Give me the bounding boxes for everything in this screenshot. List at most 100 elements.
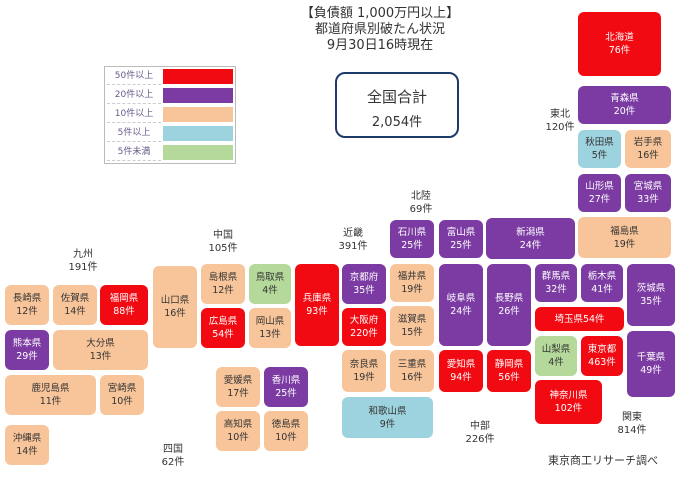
national-total: 全国合計 2,054件 [335,72,459,138]
legend-label: 20件以上 [107,88,161,104]
pref-tokushima: 徳島県 10件 [264,411,308,451]
legend-row-5: 5件以上 [105,124,235,142]
region-count: 62件 [161,457,185,468]
legend-label: 50件以上 [107,69,161,85]
pref-name: 岐阜県 [446,293,476,304]
region-name: 関東 [622,412,642,423]
pref-name: 京都府 [349,272,379,283]
pref-name: 北海道 [605,32,634,43]
legend: 50件以上 20件以上 10件以上 5件以上 5件未満 [104,66,236,164]
pref-gifu: 岐阜県 24件 [439,264,483,346]
pref-count: 16件 [401,372,423,383]
pref-name: 栃木県 [587,271,617,282]
title-line-2: 都道府県別破たん状況 [314,22,445,37]
pref-aichi: 愛知県 94件 [439,350,483,392]
pref-count: 12件 [212,285,234,296]
pref-shiga: 滋賀県 15件 [390,306,434,346]
pref-name: 埼玉県54件 [554,313,604,326]
legend-row-under-5: 5件未満 [105,143,235,161]
region-count: 69件 [409,204,433,215]
region-name: 中国 [213,230,233,241]
pref-count: 5件 [591,150,608,161]
pref-aomori: 青森県 20件 [578,86,671,124]
pref-name: 秋田県 [585,137,614,148]
pref-count: 13件 [89,351,112,362]
region-hokuriku: 北陸 69件 [386,190,456,216]
pref-yamagata: 山形県 27件 [578,174,621,212]
pref-nagasaki: 長崎県 12件 [5,285,49,325]
pref-kagawa: 香川県 25件 [264,367,308,407]
pref-hiroshima: 広島県 54件 [201,308,245,348]
pref-count: 56件 [498,372,520,383]
pref-name: 新潟県 [516,226,545,238]
pref-tokyo: 東京都 463件 [581,336,623,376]
pref-shimane: 島根県 12件 [201,264,245,304]
region-name: 近畿 [343,228,363,239]
pref-name: 愛知県 [446,359,476,370]
national-total-value: 2,054件 [371,115,423,130]
region-kanto: 関東 814件 [597,411,667,437]
pref-count: 94件 [450,372,472,383]
legend-label: 5件以上 [107,126,161,142]
pref-saga: 佐賀県 14件 [53,285,97,325]
pref-name: 高知県 [223,419,253,430]
pref-saitama: 埼玉県54件 [535,307,624,331]
pref-kagoshima: 鹿児島県 11件 [5,375,96,415]
pref-count: 33件 [637,194,659,205]
pref-count: 54件 [212,329,234,340]
pref-akita: 秋田県 5件 [578,130,621,168]
pref-name: 鹿児島県 [31,383,70,394]
pref-count: 24件 [519,239,542,251]
region-count: 120件 [545,122,575,133]
pref-name: 岡山県 [255,316,285,327]
map-title: 【負債額 1,000万円以上】 都道府県別破たん状況 9月30日16時現在 [250,6,510,54]
pref-count: 27件 [588,194,611,205]
pref-count: 15件 [401,327,423,338]
pref-name: 沖縄県 [12,433,42,444]
pref-count: 41件 [591,284,613,295]
legend-swatch [163,107,233,122]
pref-count: 25件 [450,240,472,251]
region-shikoku: 四国 62件 [138,443,208,469]
pref-name: 宮崎県 [107,383,137,394]
pref-count: 25件 [401,240,423,251]
pref-name: 滋賀県 [397,314,427,325]
legend-swatch [163,69,233,84]
region-count: 391件 [338,241,368,252]
pref-oita: 大分県 13件 [53,330,148,370]
pref-name: 千葉県 [636,352,666,363]
pref-chiba: 千葉県 49件 [627,331,675,397]
pref-ehime: 愛媛県 17件 [216,367,260,407]
legend-row-20: 20件以上 [105,86,235,104]
pref-miyagi: 宮城県 33件 [625,174,671,212]
region-name: 北陸 [411,191,431,202]
pref-count: 17件 [227,388,249,399]
pref-count: 20件 [613,106,636,117]
pref-count: 19件 [353,372,375,383]
pref-count: 220件 [350,328,378,339]
pref-name: 宮城県 [633,181,663,192]
pref-name: 三重県 [397,359,427,370]
pref-name: 山口県 [160,295,190,306]
pref-count: 19件 [613,238,636,250]
pref-name: 茨城県 [636,283,666,294]
pref-count: 88件 [113,306,135,317]
pref-count: 4件 [262,285,278,296]
pref-name: 兵庫県 [302,293,332,304]
pref-name: 熊本県 [12,338,42,349]
pref-nagano: 長野県 26件 [487,264,531,346]
pref-kumamoto: 熊本県 29件 [5,330,49,370]
pref-name: 富山県 [446,227,476,238]
title-line-1: 【負債額 1,000万円以上】 [300,6,460,21]
pref-count: 9件 [379,418,396,430]
pref-name: 群馬県 [541,271,571,282]
pref-count: 10件 [227,432,249,443]
pref-okayama: 岡山県 13件 [249,308,291,348]
pref-name: 香川県 [271,375,301,386]
region-chugoku: 中国 105件 [188,229,258,255]
pref-okinawa: 沖縄県 14件 [5,425,49,465]
legend-swatch [163,126,233,141]
region-name: 東北 [550,109,570,120]
pref-count: 463件 [588,357,616,368]
pref-name: 福岡県 [109,293,139,304]
